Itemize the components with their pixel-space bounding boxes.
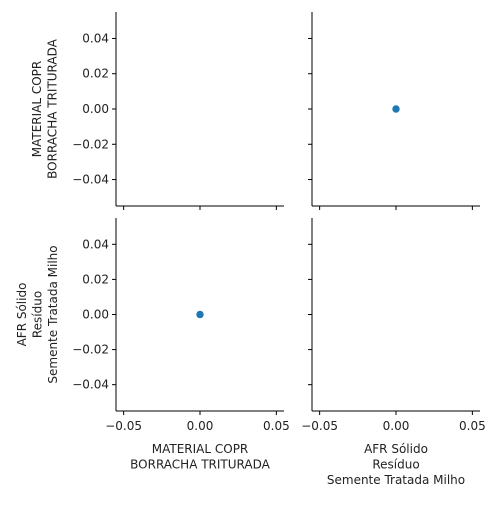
x-axis-label: Semente Tratada Milho bbox=[327, 473, 465, 487]
x-axis-label: AFR Sólido bbox=[364, 442, 428, 456]
y-tick-label: 0.00 bbox=[82, 308, 109, 322]
y-tick-label: −0.04 bbox=[72, 378, 109, 392]
y-tick-label: 0.04 bbox=[82, 237, 109, 251]
x-tick-label: 0.05 bbox=[263, 419, 290, 433]
y-tick-label: 0.02 bbox=[82, 272, 109, 286]
x-tick-label: 0.00 bbox=[383, 419, 410, 433]
y-tick-label: 0.02 bbox=[82, 67, 109, 81]
x-tick-label: −0.05 bbox=[301, 419, 338, 433]
y-tick-label: 0.04 bbox=[82, 31, 109, 45]
scatter-point bbox=[195, 310, 205, 319]
y-tick-label: −0.02 bbox=[72, 137, 109, 151]
x-tick-label: 0.05 bbox=[459, 419, 486, 433]
y-axis-label: AFR Sólido bbox=[15, 283, 29, 347]
x-tick-label: 0.00 bbox=[187, 419, 214, 433]
y-axis-label: Semente Tratada Milho bbox=[46, 245, 60, 383]
x-axis-label: Resíduo bbox=[372, 458, 419, 472]
y-tick-label: 0.00 bbox=[82, 102, 109, 116]
scatter-point bbox=[391, 104, 401, 114]
x-tick-label: −0.05 bbox=[105, 419, 142, 433]
y-axis-label: Resíduo bbox=[31, 291, 45, 338]
y-axis-label: BORRACHA TRITURADA bbox=[46, 38, 60, 178]
y-axis-label: MATERIAL COPR bbox=[30, 61, 44, 158]
x-axis-label: BORRACHA TRITURADA bbox=[130, 458, 270, 472]
y-tick-label: −0.04 bbox=[72, 173, 109, 187]
y-tick-label: −0.02 bbox=[72, 343, 109, 357]
x-axis-label: MATERIAL COPR bbox=[152, 442, 249, 456]
